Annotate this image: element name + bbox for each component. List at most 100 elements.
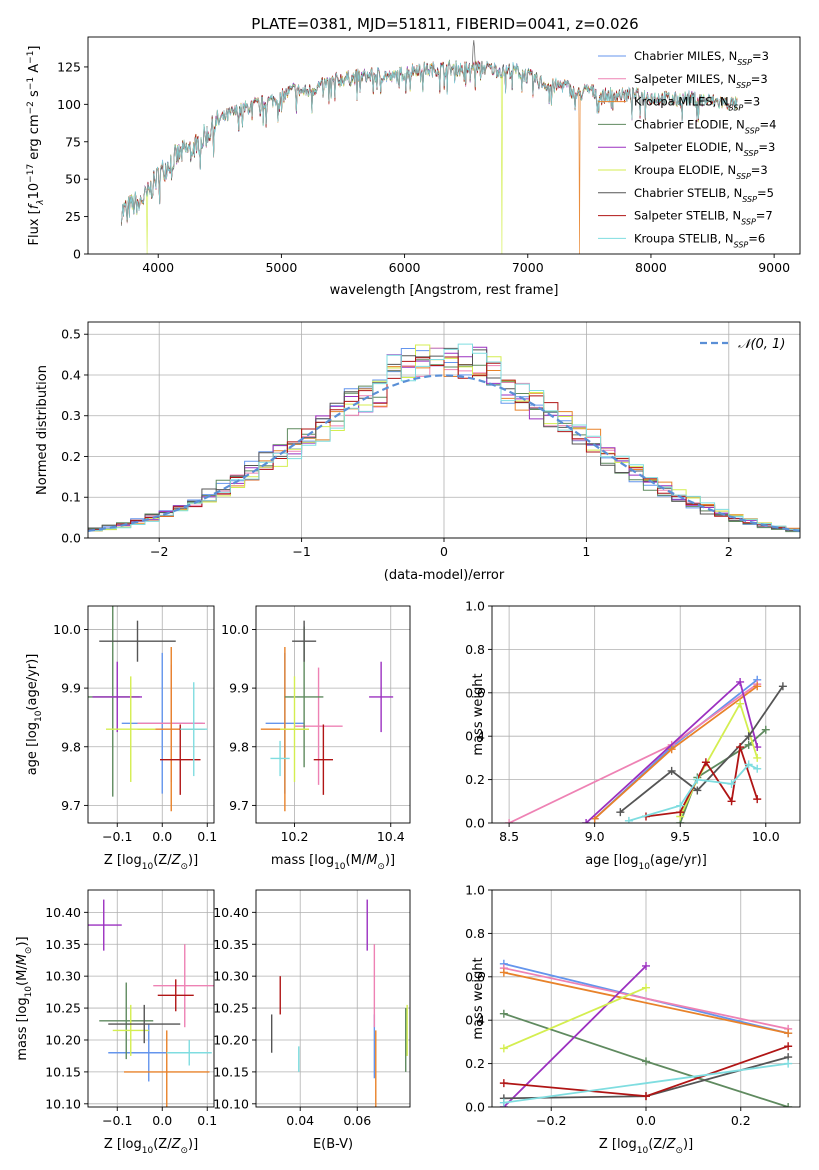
- x-axis-label: Z [log10(Z/Z⊙)]: [104, 853, 198, 872]
- y-tick-label: 0.0: [61, 531, 81, 546]
- weight-series-salpeter-elodie: [499, 961, 650, 1107]
- y-tick-label: 10.20: [45, 1032, 81, 1047]
- weight-point: [784, 1029, 793, 1038]
- mass-vs-z-frame: [87, 889, 215, 1108]
- y-axis-label: Normed distribution: [35, 365, 50, 495]
- mass-vs-ebv-frame: [255, 889, 411, 1108]
- legend-entry: 𝒩(0, 1): [738, 337, 785, 352]
- weight-vs-age-plot-area: [505, 675, 787, 823]
- y-tick-label: 0.4: [465, 1013, 485, 1028]
- y-tick-label: 1.0: [465, 599, 485, 614]
- x-axis-label: (data-model)/error: [384, 568, 505, 583]
- y-tick-label: 0.0: [465, 816, 485, 831]
- y-tick-label: 0.6: [465, 685, 485, 700]
- weight-point: [667, 766, 676, 775]
- x-tick-label: 0.0: [152, 1113, 172, 1128]
- y-axis-label: mass weight: [471, 957, 486, 1039]
- errorbar-kroupa-elodie: [106, 676, 156, 782]
- weight-vs-age-panel: 8.5 9.0 9.5 10.0 0.0 0.2 0.4 0.6 0.8 1.0 age [log1…: [465, 599, 801, 872]
- weight-series-kroupa-miles: [499, 968, 793, 1038]
- y-tick-label: 9.9: [229, 681, 249, 696]
- weight-point: [727, 779, 736, 788]
- y-tick-label: 10.25: [213, 1001, 249, 1016]
- x-tick-label: 2: [725, 544, 733, 559]
- x-axis-label: wavelength [Angstrom, rest frame]: [330, 283, 559, 298]
- legend-entry: Salpeter MILES, NSSP=3: [634, 72, 768, 90]
- weight-point: [753, 682, 762, 691]
- weight-series-salpeter-elodie: [582, 677, 762, 823]
- y-tick-label: 0.8: [465, 642, 485, 657]
- x-tick-label: 0.1: [197, 1113, 217, 1128]
- y-axis-label: mass [log10(M/M⊙)]: [15, 936, 34, 1060]
- weight-series-salpeter-stelib: [499, 1042, 793, 1101]
- x-tick-label: 6000: [389, 260, 421, 275]
- errorbar-salpeter-elodie: [88, 899, 122, 951]
- weight-point: [736, 677, 745, 686]
- weight-series-chabrier-elodie: [499, 1009, 793, 1107]
- x-tick-label: −2: [150, 544, 168, 559]
- age-vs-mass-panel: 10.2 10.4 9.7 9.8 9.9 10.0 mass [log10(M/M⊙)]: [221, 605, 411, 872]
- y-tick-label: 0.5: [61, 327, 81, 342]
- mass-vs-ebv-plot-area: [270, 899, 408, 1107]
- y-tick-label: 10.0: [221, 622, 249, 637]
- weight-point: [736, 699, 745, 708]
- y-tick-label: 0.2: [465, 772, 485, 787]
- spectrum-legend: Chabrier MILES, NSSP=3 Salpeter MILES, NS…: [598, 49, 776, 249]
- mass-vs-z-panel: −0.1 0.0 0.1 10.10 10.15 10.20 10.25 10.30 10.35…: [15, 889, 217, 1156]
- x-tick-label: 0.0: [636, 1113, 656, 1128]
- errorbar-kroupa-stelib: [270, 740, 290, 777]
- weight-point: [624, 816, 633, 823]
- x-axis-label: mass [log10(M/M⊙)]: [271, 853, 395, 872]
- y-tick-label: 50: [65, 172, 81, 187]
- weight-line: [503, 1062, 789, 1104]
- y-tick-label: 9.7: [61, 798, 81, 813]
- weight-line: [619, 685, 784, 813]
- weight-series-salpeter-miles: [505, 680, 762, 823]
- y-tick-label: 10.20: [213, 1032, 249, 1047]
- y-tick-label: 0: [73, 247, 81, 262]
- x-tick-label: 9.0: [585, 829, 605, 844]
- weight-point: [642, 1092, 650, 1101]
- x-tick-label: 4000: [142, 260, 174, 275]
- y-tick-label: 9.9: [61, 681, 81, 696]
- y-tick-label: 10.10: [213, 1096, 249, 1111]
- y-tick-label: 75: [65, 134, 81, 149]
- legend-entry: Kroupa STELIB, NSSP=6: [634, 231, 765, 249]
- weight-vs-z-plot-area: [499, 959, 793, 1107]
- spectrum-plot-area: [120, 40, 738, 254]
- x-tick-label: 0.2: [731, 1113, 751, 1128]
- errorbar-kroupa-elodie: [112, 1004, 149, 1056]
- errorbar-salpeter-stelib: [157, 979, 194, 1012]
- x-tick-label: 1: [582, 544, 590, 559]
- age-vs-z-grid: [88, 606, 214, 823]
- weight-point: [499, 968, 508, 977]
- weight-point: [778, 682, 787, 691]
- y-tick-label: 10.30: [213, 969, 249, 984]
- age-vs-mass-plot-area: [260, 620, 394, 812]
- errorbar-chabrier-stelib: [108, 1004, 181, 1044]
- weight-point: [727, 797, 736, 806]
- x-tick-label: 0.04: [286, 1113, 314, 1128]
- y-tick-label: 0.4: [465, 729, 485, 744]
- mass-vs-ebv-panel: 0.04 0.06 10.10 10.15 10.20 10.25 10.30 10.35 10…: [213, 889, 411, 1152]
- weight-series-kroupa-stelib: [499, 1059, 793, 1107]
- weight-point: [753, 753, 762, 762]
- weight-vs-z-panel: −0.2 0.0 0.2 0.0 0.2 0.4 0.6 0.8 1.0 Z [log10(Z/Z…: [465, 883, 801, 1156]
- x-tick-label: 0.06: [343, 1113, 371, 1128]
- errorbar-salpeter-miles: [153, 944, 214, 1028]
- y-tick-label: 1.0: [465, 883, 485, 898]
- weight-vs-age-frame: [491, 605, 801, 824]
- weight-point: [753, 795, 762, 804]
- y-tick-label: 125: [57, 59, 81, 74]
- weight-line: [503, 965, 647, 1107]
- x-tick-label: 0.1: [197, 829, 217, 844]
- errorbar-kroupa-stelib: [166, 1039, 212, 1066]
- normal-curve: [88, 374, 800, 532]
- weight-point: [744, 740, 753, 749]
- weight-point: [642, 961, 650, 970]
- y-tick-label: 9.7: [229, 798, 249, 813]
- weight-point: [736, 743, 745, 752]
- y-tick-label: 9.8: [61, 739, 81, 754]
- errorbar-kroupa-stelib: [180, 682, 208, 777]
